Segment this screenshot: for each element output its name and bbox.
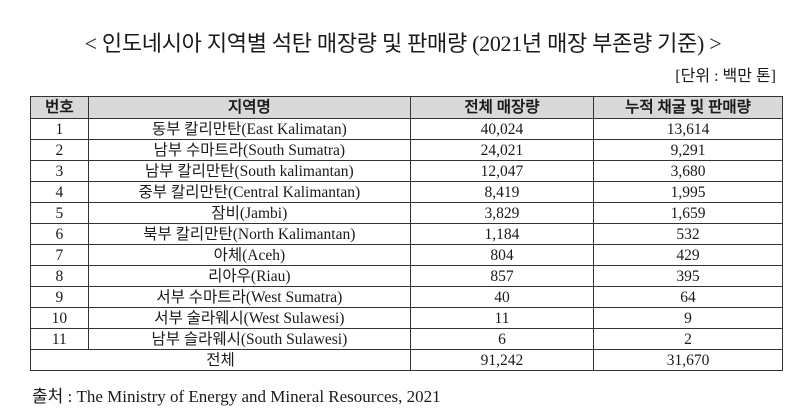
cell-cumulative: 429 bbox=[593, 244, 783, 266]
cell-region: 남부 수마트라(South Sumatra) bbox=[87, 139, 411, 161]
cell-reserves: 804 bbox=[409, 244, 595, 266]
cell-region: 북부 칼리만탄(North Kalimantan) bbox=[87, 223, 411, 245]
total-label: 전체 bbox=[30, 349, 411, 371]
cell-reserves: 12,047 bbox=[409, 160, 595, 182]
cell-region: 아체(Aceh) bbox=[87, 244, 411, 266]
table-row: 1 동부 칼리만탄(East Kalimatan) 40,024 13,614 bbox=[30, 118, 783, 140]
cell-number: 2 bbox=[30, 139, 89, 161]
total-row: 전체 91,242 31,670 bbox=[30, 349, 783, 371]
cell-cumulative: 2 bbox=[593, 328, 783, 350]
table-row: 3 남부 칼리만탄(South kalimantan) 12,047 3,680 bbox=[30, 160, 783, 182]
cell-reserves: 40 bbox=[409, 286, 595, 308]
cell-number: 5 bbox=[30, 202, 89, 224]
cell-number: 10 bbox=[30, 307, 89, 329]
cell-cumulative: 13,614 bbox=[593, 118, 783, 140]
header-region: 지역명 bbox=[87, 96, 411, 119]
table-row: 4 중부 칼리만탄(Central Kalimantan) 8,419 1,995 bbox=[30, 181, 783, 203]
cell-number: 6 bbox=[30, 223, 89, 245]
header-total-reserves: 전체 매장량 bbox=[409, 96, 595, 119]
cell-reserves: 6 bbox=[409, 328, 595, 350]
cell-cumulative: 64 bbox=[593, 286, 783, 308]
cell-cumulative: 532 bbox=[593, 223, 783, 245]
table-row: 9 서부 수마트라(West Sumatra) 40 64 bbox=[30, 286, 783, 308]
cell-number: 8 bbox=[30, 265, 89, 287]
cell-region: 서부 수마트라(West Sumatra) bbox=[87, 286, 411, 308]
cell-cumulative: 3,680 bbox=[593, 160, 783, 182]
table-row: 8 리아우(Riau) 857 395 bbox=[30, 265, 783, 287]
cell-region: 리아우(Riau) bbox=[87, 265, 411, 287]
header-number: 번호 bbox=[30, 96, 89, 119]
unit-label: [단위 : 백만 톤] bbox=[675, 68, 776, 85]
cell-reserves: 1,184 bbox=[409, 223, 595, 245]
table-row: 6 북부 칼리만탄(North Kalimantan) 1,184 532 bbox=[30, 223, 783, 245]
table-row: 11 남부 슬라웨시(South Sulawesi) 6 2 bbox=[30, 328, 783, 350]
cell-cumulative: 9 bbox=[593, 307, 783, 329]
cell-region: 중부 칼리만탄(Central Kalimantan) bbox=[87, 181, 411, 203]
cell-cumulative: 395 bbox=[593, 265, 783, 287]
source-note: 출처 : The Ministry of Energy and Mineral … bbox=[32, 387, 441, 406]
cell-region: 남부 칼리만탄(South kalimantan) bbox=[87, 160, 411, 182]
table-row: 5 잠비(Jambi) 3,829 1,659 bbox=[30, 202, 783, 224]
coal-reserves-table: 번호 지역명 전체 매장량 누적 채굴 및 판매량 1 동부 칼리만탄(East … bbox=[30, 96, 783, 371]
table-row: 10 서부 술라웨시(West Sulawesi) 11 9 bbox=[30, 307, 783, 329]
total-reserves: 91,242 bbox=[409, 349, 595, 371]
header-cumulative-sales: 누적 채굴 및 판매량 bbox=[593, 96, 783, 119]
cell-cumulative: 9,291 bbox=[593, 139, 783, 161]
table-header-row: 번호 지역명 전체 매장량 누적 채굴 및 판매량 bbox=[30, 96, 783, 119]
cell-cumulative: 1,995 bbox=[593, 181, 783, 203]
cell-region: 동부 칼리만탄(East Kalimatan) bbox=[87, 118, 411, 140]
cell-region: 서부 술라웨시(West Sulawesi) bbox=[87, 307, 411, 329]
cell-number: 3 bbox=[30, 160, 89, 182]
cell-number: 11 bbox=[30, 328, 89, 350]
cell-reserves: 857 bbox=[409, 265, 595, 287]
table-row: 2 남부 수마트라(South Sumatra) 24,021 9,291 bbox=[30, 139, 783, 161]
total-cumulative: 31,670 bbox=[593, 349, 783, 371]
cell-number: 1 bbox=[30, 118, 89, 140]
cell-number: 4 bbox=[30, 181, 89, 203]
cell-cumulative: 1,659 bbox=[593, 202, 783, 224]
cell-reserves: 24,021 bbox=[409, 139, 595, 161]
cell-reserves: 40,024 bbox=[409, 118, 595, 140]
cell-region: 잠비(Jambi) bbox=[87, 202, 411, 224]
table-row: 7 아체(Aceh) 804 429 bbox=[30, 244, 783, 266]
cell-reserves: 11 bbox=[409, 307, 595, 329]
page-title: < 인도네시아 지역별 석탄 매장량 및 판매량 (2021년 매장 부존량 기… bbox=[84, 31, 722, 56]
cell-number: 7 bbox=[30, 244, 89, 266]
cell-region: 남부 슬라웨시(South Sulawesi) bbox=[87, 328, 411, 350]
cell-reserves: 8,419 bbox=[409, 181, 595, 203]
cell-reserves: 3,829 bbox=[409, 202, 595, 224]
cell-number: 9 bbox=[30, 286, 89, 308]
